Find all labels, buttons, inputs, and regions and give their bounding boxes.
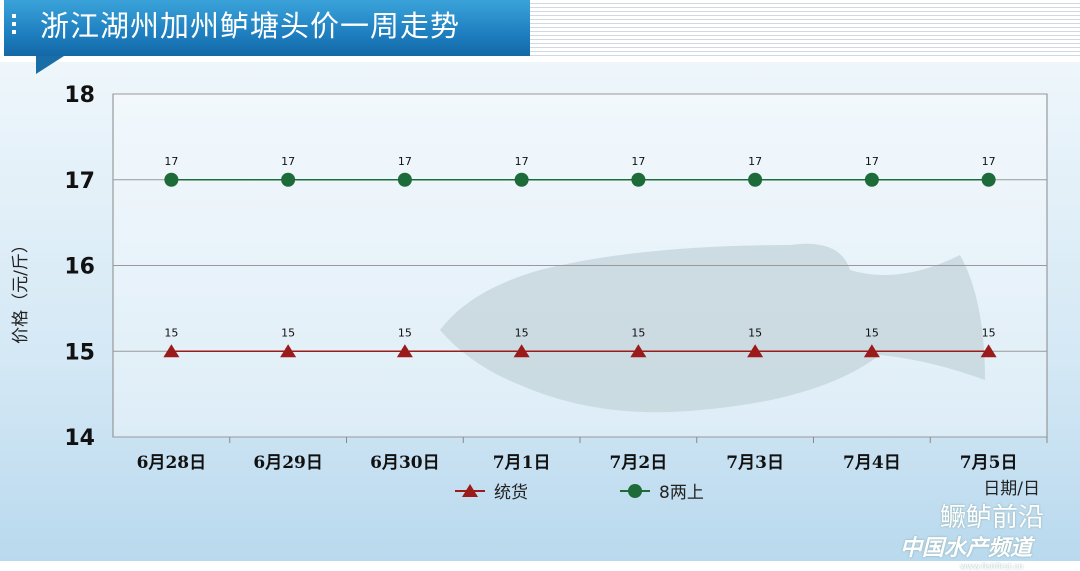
legend-label: 8两上 xyxy=(659,483,704,503)
title-text: 浙江湖州加州鲈塘头价一周走势 xyxy=(40,9,461,43)
y-axis-label: 价格（元/斤） xyxy=(11,236,31,344)
legend-marker xyxy=(462,484,478,497)
fish-image xyxy=(440,243,985,413)
data-label: 17 xyxy=(281,155,295,168)
dots-icon xyxy=(12,14,16,38)
data-label: 17 xyxy=(515,155,529,168)
x-axis-label: 日期/日 xyxy=(983,479,1040,499)
data-label: 17 xyxy=(398,155,412,168)
data-point xyxy=(396,344,413,358)
x-tick-label: 6月29日 xyxy=(253,453,323,473)
y-tick-label: 18 xyxy=(64,83,95,108)
y-tick-label: 15 xyxy=(64,340,95,365)
data-label: 15 xyxy=(164,326,178,339)
data-point xyxy=(630,344,647,358)
legend-label: 统货 xyxy=(494,483,528,503)
y-tick-label: 14 xyxy=(64,426,95,451)
y-tick-label: 16 xyxy=(64,255,95,280)
data-point xyxy=(863,344,880,358)
data-point xyxy=(281,172,296,187)
data-label: 15 xyxy=(631,326,645,339)
data-point xyxy=(748,172,763,187)
data-label: 15 xyxy=(281,326,295,339)
data-label: 15 xyxy=(515,326,529,339)
data-label: 17 xyxy=(982,155,996,168)
data-label: 15 xyxy=(982,326,996,339)
x-tick-label: 7月3日 xyxy=(726,453,784,473)
x-tick-label: 7月2日 xyxy=(610,453,668,473)
data-point xyxy=(163,344,180,358)
x-tick-label: 7月4日 xyxy=(843,453,901,473)
data-point xyxy=(747,344,764,358)
header-stripes xyxy=(520,0,1080,58)
page-title: 浙江湖州加州鲈塘头价一周走势 xyxy=(4,0,530,56)
data-label: 15 xyxy=(398,326,412,339)
watermark: 鳜鲈前沿 中国水产频道 www.fishfirst.cn xyxy=(900,497,1044,571)
data-label: 17 xyxy=(631,155,645,168)
x-tick-label: 6月30日 xyxy=(370,453,440,473)
watermark-line2: 中国水产频道 xyxy=(900,536,1033,561)
x-tick-label: 7月1日 xyxy=(493,453,551,473)
banner-tail xyxy=(36,56,64,74)
data-label: 17 xyxy=(748,155,762,168)
data-point xyxy=(514,172,529,187)
data-point xyxy=(397,172,412,187)
data-label: 17 xyxy=(865,155,879,168)
data-label: 15 xyxy=(748,326,762,339)
y-tick-label: 17 xyxy=(64,169,95,194)
x-tick-label: 6月28日 xyxy=(137,453,207,473)
data-point xyxy=(980,344,997,358)
data-label: 17 xyxy=(164,155,178,168)
data-point xyxy=(164,172,179,187)
x-tick-label: 7月5日 xyxy=(960,453,1018,473)
data-point xyxy=(280,344,297,358)
legend-marker xyxy=(628,484,642,498)
data-point xyxy=(631,172,646,187)
data-point xyxy=(981,172,996,187)
data-point xyxy=(864,172,879,187)
watermark-line1: 鳜鲈前沿 xyxy=(940,503,1045,533)
watermark-url: www.fishfirst.cn xyxy=(960,562,1024,571)
data-point xyxy=(513,344,530,358)
data-label: 15 xyxy=(865,326,879,339)
